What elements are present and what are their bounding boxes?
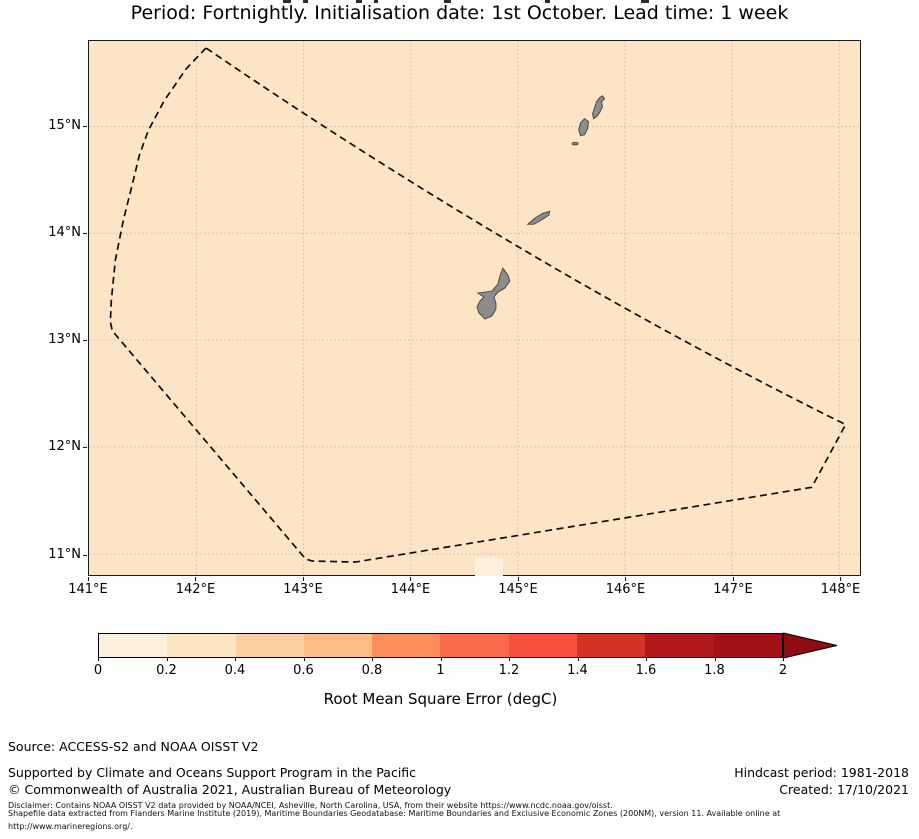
gridlines xyxy=(89,41,860,575)
colorbar xyxy=(98,633,783,658)
y-tick-label: 14°N xyxy=(48,225,81,240)
x-tick-label: 141°E xyxy=(68,582,108,597)
footer-hindcast-period: Hindcast period: 1981-2018 xyxy=(734,765,909,780)
x-tick-label: 148°E xyxy=(820,582,861,597)
cb-tick-label: 0.4 xyxy=(224,663,246,678)
cb-tick-label: 0.8 xyxy=(361,663,383,678)
y-tick-label: 13°N xyxy=(48,332,81,347)
island-aguijan xyxy=(571,141,579,146)
text-fragment xyxy=(641,0,649,3)
x-tick-label: 144°E xyxy=(390,582,431,597)
x-tick-label: 142°E xyxy=(175,582,216,597)
cb-tick-label: 1 xyxy=(436,663,445,678)
cb-tick-mark xyxy=(98,658,99,661)
text-fragment xyxy=(283,0,291,3)
x-tick-mark xyxy=(840,577,841,581)
cb-tick-mark xyxy=(509,658,510,661)
islands xyxy=(476,95,606,320)
x-tick-label: 143°E xyxy=(283,582,323,597)
island-rota xyxy=(526,210,551,225)
cb-tick-mark xyxy=(646,658,647,661)
y-tick-mark xyxy=(83,233,87,234)
footer-created-date: Created: 17/10/2021 xyxy=(779,782,909,797)
colorbar-segment xyxy=(167,634,236,657)
cb-tick-label: 0.2 xyxy=(156,663,177,678)
text-fragment xyxy=(356,0,362,3)
y-tick-label: 15°N xyxy=(48,118,81,133)
cb-tick-label: 1.6 xyxy=(635,663,657,678)
colorbar-segment xyxy=(235,634,304,657)
cb-tick-mark xyxy=(714,658,716,661)
y-tick-mark xyxy=(83,447,87,448)
cb-tick-mark xyxy=(372,658,373,661)
island-tinian xyxy=(578,118,590,137)
x-tick-mark xyxy=(303,577,304,581)
cb-tick-label: 1.8 xyxy=(704,663,725,678)
y-tick-label: 12°N xyxy=(48,439,81,454)
island-saipan xyxy=(592,95,606,120)
colorbar-segment xyxy=(645,634,714,657)
colorbar-segment xyxy=(440,634,509,657)
text-fragment xyxy=(444,0,451,3)
map-plot-area xyxy=(88,40,861,576)
cb-tick-mark xyxy=(235,658,236,661)
cb-tick-label: 2 xyxy=(778,663,788,678)
map-overlay xyxy=(89,41,860,575)
x-tick-label: 146°E xyxy=(605,582,646,597)
x-tick-mark xyxy=(410,577,411,581)
x-tick-mark xyxy=(733,577,734,581)
cb-tick-mark xyxy=(303,658,305,661)
x-tick-label: 147°E xyxy=(713,582,753,597)
text-fragment xyxy=(303,0,308,3)
colorbar-extend-arrow xyxy=(783,632,838,659)
figure-title: Period: Fortnightly. Initialisation date… xyxy=(130,2,789,24)
colorbar-segment xyxy=(303,634,373,657)
colorbar-segment xyxy=(508,634,578,657)
cb-tick-label: 0 xyxy=(93,663,103,678)
colorbar-segment xyxy=(99,634,168,657)
footer-source: Source: ACCESS-S2 and NOAA OISST V2 xyxy=(8,739,259,754)
x-tick-label: 145°E xyxy=(498,582,538,597)
y-tick-mark xyxy=(83,126,87,127)
y-tick-mark xyxy=(83,340,87,341)
x-tick-mark xyxy=(518,577,519,581)
disclaimer-line-2: Shapefile data extracted from Flanders M… xyxy=(8,809,781,818)
x-tick-mark xyxy=(88,577,89,581)
cb-tick-label: 1.4 xyxy=(567,663,588,678)
cb-tick-mark xyxy=(783,658,784,661)
low-rmse-cell xyxy=(475,558,503,576)
footer-copyright: © Commonwealth of Australia 2021, Austra… xyxy=(8,782,452,797)
text-fragment xyxy=(545,0,550,3)
footer-supported-by: Supported by Climate and Oceans Support … xyxy=(8,765,417,780)
cb-tick-label: 1.2 xyxy=(498,663,520,678)
cb-tick-mark xyxy=(577,658,579,661)
cb-tick-label: 0.6 xyxy=(293,663,314,678)
disclaimer-line-3: http://www.marineregions.org/. xyxy=(8,822,133,831)
eez-boundary-path xyxy=(109,47,847,563)
y-tick-mark xyxy=(83,555,87,556)
x-tick-mark xyxy=(195,577,196,581)
colorbar-segment xyxy=(577,634,646,657)
cb-tick-mark xyxy=(166,658,168,661)
cb-tick-mark xyxy=(440,658,442,661)
disclaimer-line-1: Disclaimer: Contains NOAA OISST V2 data … xyxy=(8,801,613,810)
island-guam xyxy=(476,267,511,320)
colorbar-segment xyxy=(713,634,782,657)
colorbar-segment xyxy=(372,634,441,657)
colorbar-axis-label: Root Mean Square Error (degC) xyxy=(323,690,558,708)
y-tick-label: 11°N xyxy=(48,547,81,562)
text-fragment xyxy=(374,0,378,3)
x-tick-mark xyxy=(625,577,626,581)
